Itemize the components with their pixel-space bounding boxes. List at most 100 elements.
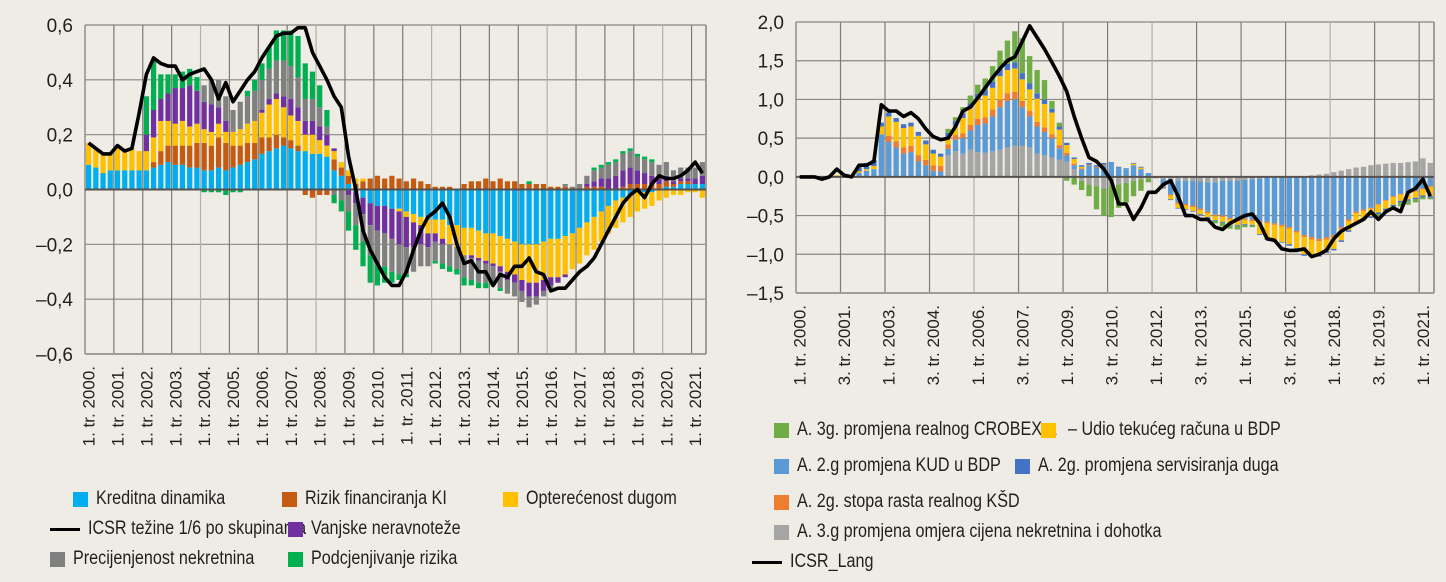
- right-bar-segment: [982, 78, 988, 91]
- left-bar-segment: [244, 123, 251, 143]
- left-bar-segment: [512, 241, 518, 275]
- right-bar-segment: [1197, 176, 1203, 182]
- left-bar-segment: [678, 189, 684, 195]
- right-bar-segment: [1242, 220, 1248, 225]
- legend-label: ICSR težine 1/6 po skupinama: [88, 518, 307, 539]
- right-bar-segment: [1212, 220, 1218, 224]
- left-bar-segment: [439, 219, 446, 239]
- left-ytick-label: 0,2: [47, 126, 73, 147]
- left-bar-segment: [649, 159, 655, 163]
- left-bar-segment: [338, 189, 344, 201]
- right-xtick-label: 1. tr. 2000.: [791, 305, 810, 385]
- left-bar-segment: [396, 189, 402, 209]
- right-bar-segment: [1004, 70, 1011, 94]
- right-bar-segment: [967, 107, 974, 125]
- left-bar-segment: [591, 189, 597, 217]
- left-bar-segment: [410, 189, 417, 215]
- left-bar-segment: [497, 271, 503, 289]
- left-bar-segment: [100, 153, 106, 174]
- left-bar-segment: [584, 175, 590, 185]
- right-bar-segment: [1004, 100, 1011, 148]
- left-bar-segment: [266, 137, 272, 152]
- left-bar-segment: [685, 189, 691, 193]
- right-bar-segment: [1012, 145, 1018, 177]
- left-bar-segment: [179, 120, 186, 146]
- legend-label: A. 3.g promjena omjera cijena nekretnina…: [797, 521, 1162, 542]
- left-bar-segment: [432, 241, 438, 261]
- right-bar-segment: [1397, 162, 1404, 177]
- right-bar-segment: [1190, 180, 1196, 206]
- left-bar-segment: [194, 90, 200, 124]
- left-bar-segment: [208, 170, 214, 190]
- left-bar-segment: [187, 85, 193, 127]
- left-bar-segment: [302, 120, 308, 135]
- right-bar-segment: [1019, 79, 1025, 101]
- right-bar-segment: [886, 112, 892, 117]
- right-bar-segment: [1145, 172, 1152, 177]
- right-bar-segment: [1093, 165, 1100, 167]
- right-bar-segment: [1064, 155, 1070, 162]
- left-bar-segment: [447, 186, 453, 190]
- right-bar-segment: [1383, 200, 1389, 201]
- left-xtick-label: 1. tr. 2001.: [108, 366, 127, 446]
- left-bar-segment: [389, 189, 395, 209]
- right-bar-segment: [1375, 176, 1382, 204]
- left-bar-segment: [410, 214, 417, 223]
- right-bar-segment: [1056, 148, 1063, 160]
- left-bar-segment: [447, 266, 453, 272]
- right-bar-segment: [1405, 200, 1411, 205]
- left-bar-segment: [215, 137, 222, 168]
- left-bar-segment: [562, 184, 568, 187]
- right-bar-segment: [1019, 107, 1025, 146]
- right-bar-segment: [923, 140, 929, 145]
- right-bar-segment: [863, 169, 870, 171]
- left-bar-segment: [468, 258, 474, 280]
- left-bar-segment: [280, 107, 287, 138]
- left-bar-segment: [584, 186, 590, 190]
- legend-swatch: [774, 422, 789, 438]
- left-xtick-label: 1. tr. 2015.: [513, 366, 532, 446]
- left-bar-segment: [273, 30, 279, 61]
- left-bar-segment: [519, 184, 525, 190]
- right-bar-segment: [1242, 218, 1248, 221]
- right-bar-segment: [1234, 180, 1241, 220]
- right-bar-segment: [1130, 165, 1137, 177]
- left-bar-segment: [678, 181, 684, 185]
- right-bar-segment: [1375, 203, 1382, 205]
- right-bar-segment: [886, 116, 892, 136]
- chart-right: 2,0 1,5 1,0 0,5 0,0 –0,5 –1,0 –1,5 1. tr. 2000. 3…: [747, 13, 1435, 385]
- left-bar-segment: [497, 288, 503, 291]
- right-bar-segment: [1375, 204, 1382, 213]
- left-bar-segment: [165, 145, 171, 163]
- left-bar-segment: [519, 279, 525, 291]
- left-bar-segment: [280, 137, 287, 146]
- left-bar-segment: [259, 112, 265, 138]
- left-bar-segment: [577, 227, 583, 264]
- right-bar-segment: [1346, 169, 1352, 177]
- right-bar-segment: [1071, 157, 1077, 160]
- left-bar-segment: [295, 145, 301, 152]
- left-bar-segment: [107, 153, 113, 171]
- left-bar-segment: [461, 277, 467, 286]
- right-bar-segment: [1034, 70, 1040, 94]
- right-bar-segment: [1375, 212, 1382, 215]
- left-xtick-label: 1. tr. 2009.: [340, 366, 359, 446]
- right-xtick-label: 1. tr. 2015.: [1236, 305, 1255, 385]
- right-bar-segment: [1390, 196, 1396, 205]
- right-bar-segment: [1086, 165, 1092, 177]
- left-bar-segment: [338, 167, 344, 176]
- right-bar-segment: [886, 135, 892, 143]
- left-bar-segment: [295, 151, 301, 190]
- right-bar-segment: [1338, 170, 1344, 177]
- left-bar-segment: [540, 279, 547, 291]
- left-bar-segment: [324, 189, 330, 195]
- right-bar-segment: [1331, 248, 1337, 251]
- right-bar-segment: [930, 165, 936, 171]
- legend-label: Vanjske neravnoteže: [311, 518, 461, 539]
- right-bar-segment: [1190, 207, 1196, 211]
- left-bar-segment: [598, 178, 604, 187]
- left-bar-segment: [656, 189, 662, 201]
- left-bar-segment: [483, 260, 489, 264]
- right-bar-segment: [1004, 93, 1011, 101]
- right-xtick-label: 3. tr. 2007.: [1013, 305, 1032, 385]
